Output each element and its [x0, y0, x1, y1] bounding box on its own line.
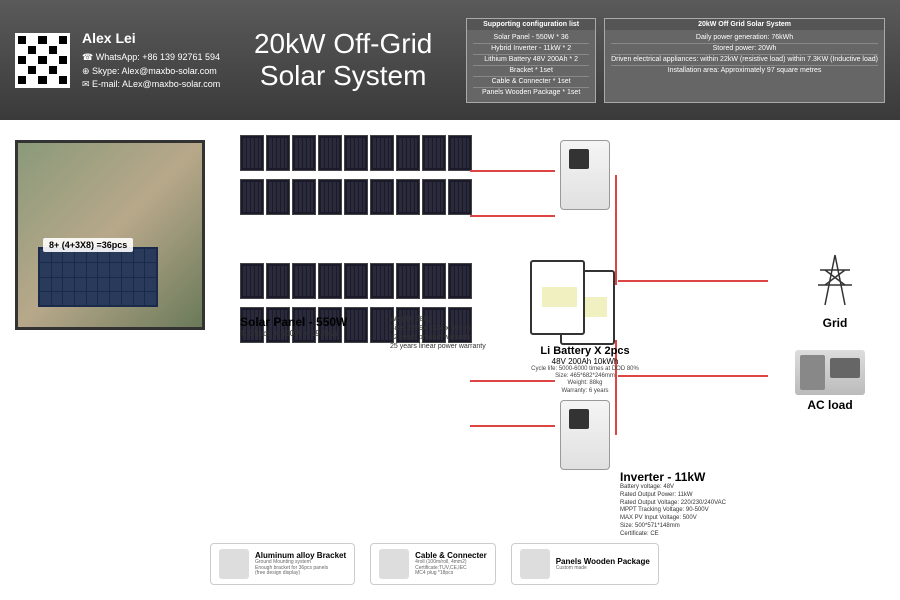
panel-cell: [292, 179, 316, 215]
panel-cell: [240, 135, 264, 171]
appliances-icon: [795, 350, 865, 395]
system-row: Installation area: Approximately 97 squa…: [611, 66, 878, 76]
item-sub: 4roll (100m/roll, 4mm2) Certificate:TUV,…: [415, 560, 487, 577]
system-title: 20kW Off Grid Solar System: [605, 19, 884, 30]
panel-cell: [344, 135, 368, 171]
aerial-photo: 8+ (4+3X8) =36pcs: [15, 140, 205, 330]
item-icon: [219, 549, 249, 579]
config-row: Cable & Connecter * 1set: [473, 77, 589, 88]
panel-cell: [396, 135, 420, 171]
panel-cell: [240, 179, 264, 215]
panel-cell: [370, 263, 394, 299]
page-title: 20kW Off-Grid Solar System: [232, 28, 454, 92]
panel-cell: [448, 263, 472, 299]
inverter-title: Inverter - 11kW: [620, 470, 726, 484]
battery-group: [530, 260, 620, 340]
battery-sub: 48V 200Ah 10kWh: [525, 357, 645, 366]
config-row: Panels Wooden Package * 1set: [473, 88, 589, 98]
item-sub: Custom made: [556, 566, 650, 572]
panel-cell: [318, 135, 342, 171]
whatsapp: ☎ WhatsApp: +86 139 92761 594: [82, 51, 220, 65]
item-icon: [520, 549, 550, 579]
header: Alex Lei ☎ WhatsApp: +86 139 92761 594 ⊕…: [0, 0, 900, 120]
panel-sub: 4 X 9pcs X 550W = 19.8kW: [240, 329, 347, 338]
panel-cell: [344, 307, 368, 343]
inverter-label: Inverter - 11kW Battery voltage: 48V Rat…: [620, 470, 726, 539]
inverter-2: [560, 400, 610, 470]
inverter-1: [560, 140, 610, 210]
config-title: Supporting configuration list: [467, 19, 595, 30]
grid-label: Grid: [800, 316, 870, 330]
panel-cell: [370, 179, 394, 215]
panel-cell: [266, 263, 290, 299]
contact-name: Alex Lei: [82, 28, 220, 49]
battery-title: Li Battery X 2pcs: [525, 345, 645, 357]
item-sub: Ground Mounting system Enough bracket fo…: [255, 560, 346, 577]
panel-specs: Weight: 28kg Size: 2279x 1134 x 35mm 12 …: [390, 315, 486, 351]
qr-code: [15, 33, 70, 88]
panel-cell: [240, 263, 264, 299]
panel-count-equation: 8+ (4+3X8) =36pcs: [43, 238, 133, 252]
ac-load: AC load: [790, 350, 870, 412]
panel-cell: [344, 263, 368, 299]
info-boxes: Supporting configuration list Solar Pane…: [466, 18, 885, 103]
diagram-area: 8+ (4+3X8) =36pcs Solar Panel - 550W 4 X…: [0, 120, 900, 600]
system-row: Driven electrical appliances: within 22k…: [611, 55, 878, 66]
config-row: Hybrid Inverter - 11kW * 2: [473, 44, 589, 55]
battery-1: [530, 260, 585, 335]
battery-label: Li Battery X 2pcs 48V 200Ah 10kWh Cycle …: [525, 345, 645, 395]
config-row: Solar Panel - 550W * 36: [473, 33, 589, 44]
email: ✉ E-mail: ALex@maxbo-solar.com: [82, 78, 220, 92]
grid-icon: Grid: [800, 250, 870, 330]
panel-cell: [344, 179, 368, 215]
panel-cell: [396, 179, 420, 215]
panel-cell: [422, 135, 446, 171]
system-box: 20kW Off Grid Solar System Daily power g…: [604, 18, 885, 103]
panel-cell: [422, 179, 446, 215]
panel-cell: [448, 135, 472, 171]
item-icon: [379, 549, 409, 579]
panel-cell: [266, 179, 290, 215]
contact-info: Alex Lei ☎ WhatsApp: +86 139 92761 594 ⊕…: [82, 28, 220, 92]
panel-cell: [448, 179, 472, 215]
panel-label: Solar Panel - 550W 4 X 9pcs X 550W = 19.…: [240, 315, 347, 338]
config-row: Lithium Battery 48V 200Ah * 2: [473, 55, 589, 66]
system-row: Stored power: 20Wh: [611, 44, 878, 55]
battery-specs: Cycle life: 5000-6000 times at DOD 80% S…: [525, 366, 645, 395]
panel-cell: [318, 179, 342, 215]
system-row: Daily power generation: 76kWh: [611, 33, 878, 44]
panel-cell: [318, 263, 342, 299]
panel-cell: [396, 263, 420, 299]
accessory-item: Cable & Connecter4roll (100m/roll, 4mm2)…: [370, 543, 496, 585]
ac-load-label: AC load: [790, 398, 870, 412]
panel-cell: [370, 135, 394, 171]
skype: ⊕ Skype: Alex@maxbo-solar.com: [82, 65, 220, 79]
panel-cell: [422, 263, 446, 299]
inverter-specs: Battery voltage: 48V Rated Output Power:…: [620, 484, 726, 539]
panel-cell: [292, 135, 316, 171]
panel-cell: [266, 135, 290, 171]
accessory-item: Panels Wooden PackageCustom made: [511, 543, 659, 585]
panel-cell: [292, 263, 316, 299]
config-box: Supporting configuration list Solar Pane…: [466, 18, 596, 103]
config-row: Bracket * 1set: [473, 66, 589, 77]
bottom-items: Aluminum alloy BracketGround Mounting sy…: [210, 543, 659, 585]
accessory-item: Aluminum alloy BracketGround Mounting sy…: [210, 543, 355, 585]
panel-title: Solar Panel - 550W: [240, 315, 347, 329]
aerial-panels-overlay: [38, 247, 158, 307]
